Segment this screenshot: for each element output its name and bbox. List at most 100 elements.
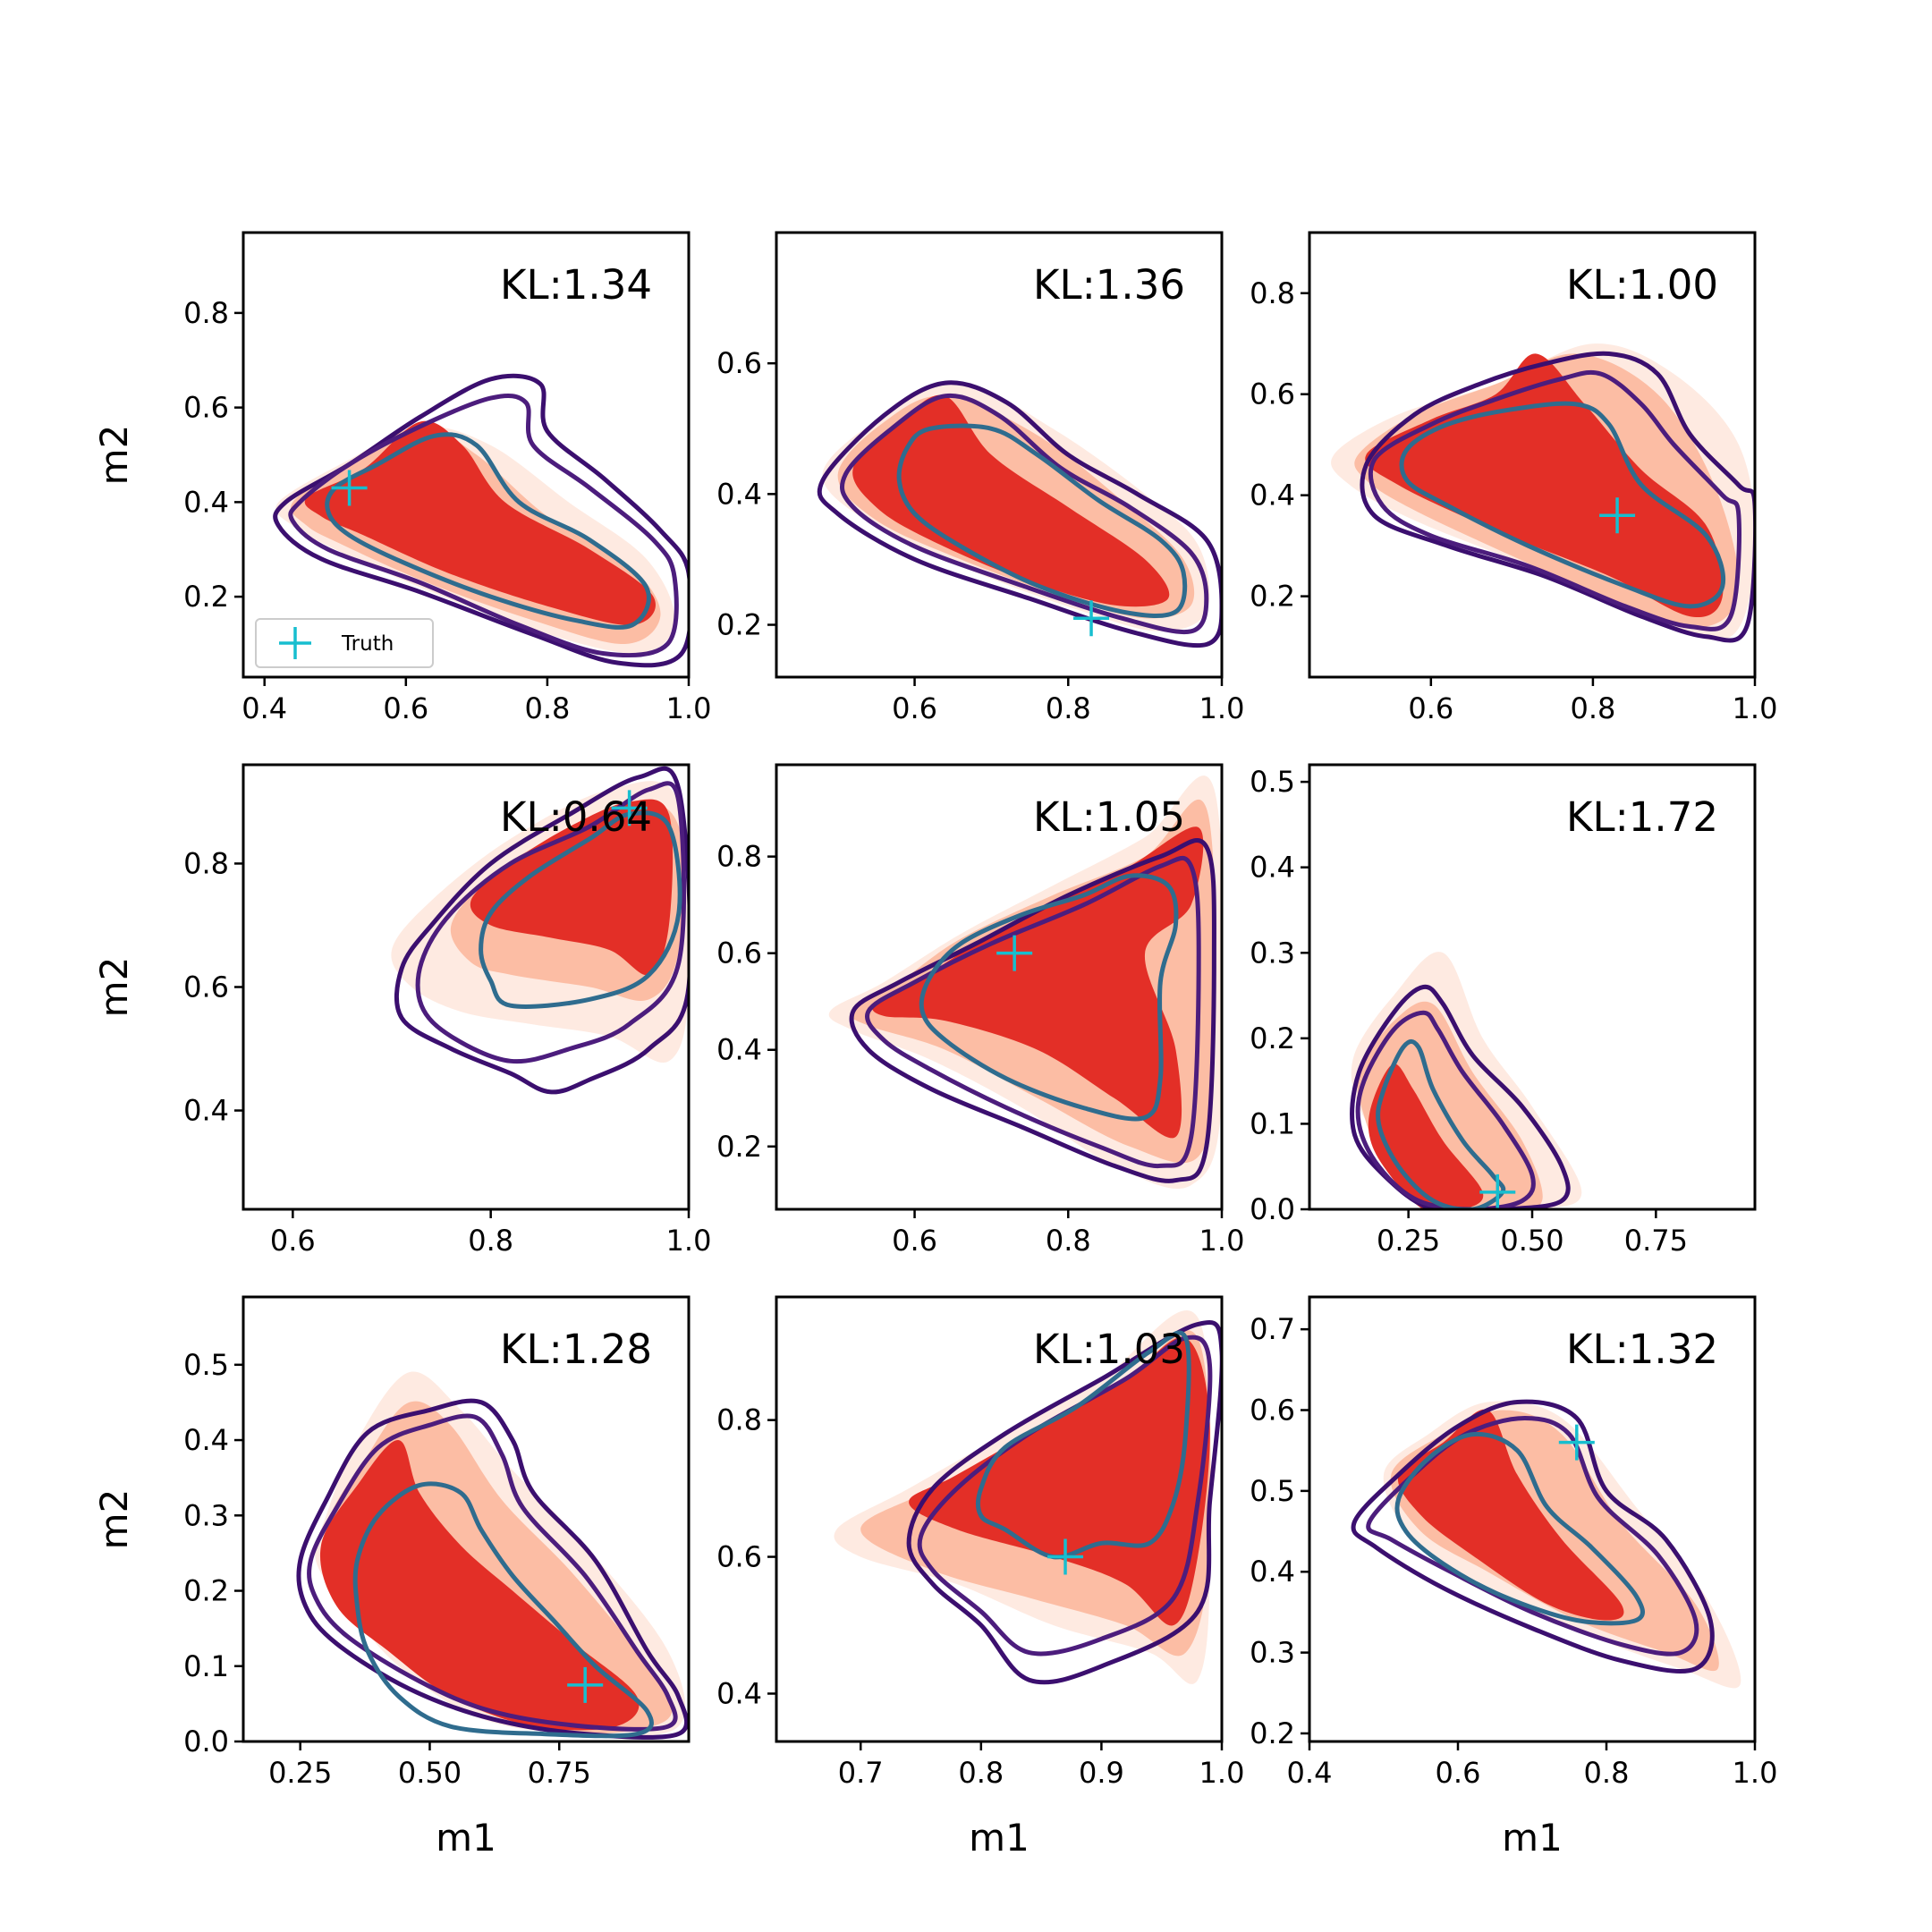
- x-tick-label: 0.8: [1046, 691, 1091, 725]
- y-tick-label: 0.2: [1250, 1021, 1295, 1055]
- contour-layer: [296, 1371, 689, 1740]
- y-tick-label: 0.4: [1250, 1555, 1295, 1589]
- y-tick-label: 0.5: [1250, 1474, 1295, 1508]
- x-tick-label: 0.75: [528, 1756, 591, 1790]
- truth-marker: [996, 935, 1033, 971]
- y-tick-label: 0.3: [183, 1498, 229, 1532]
- subplot-3: 0.6 0.8 1.0 0.2 0.4 0.6 0.8 KL:1.00: [1250, 231, 1777, 725]
- y-tick-label: 0.2: [1250, 580, 1295, 614]
- y-tick-label: 0.2: [716, 608, 762, 642]
- x-tick-label: 0.8: [1584, 1756, 1630, 1790]
- y-tick-label: 0.8: [183, 846, 229, 880]
- contour-layer: [273, 373, 689, 668]
- x-tick-label: 0.6: [1408, 691, 1453, 725]
- contour-line-outer: [273, 373, 689, 668]
- kl-annotation: KL:0.64: [500, 793, 652, 841]
- x-tick-label: 1.0: [666, 691, 712, 725]
- contour-line-mid: [839, 393, 1209, 635]
- y-tick-label: 0.0: [1250, 1192, 1295, 1226]
- x-tick-label: 0.4: [242, 691, 287, 725]
- x-tick-label: 0.8: [1570, 691, 1615, 725]
- y-tick-label: 0.6: [716, 1540, 762, 1574]
- y-tick-label: 0.4: [183, 1094, 229, 1128]
- density-fill-inner: [909, 1336, 1210, 1626]
- contour-line-inner: [479, 810, 682, 1009]
- y-tick-label: 0.4: [716, 477, 762, 511]
- x-tick-label: 1.0: [1199, 1224, 1245, 1258]
- x-tick-label: 0.6: [383, 691, 428, 725]
- y-tick-label: 0.3: [1250, 936, 1295, 970]
- y-tick-label: 0.4: [183, 1423, 229, 1457]
- y-tick-label: 0.3: [1250, 1636, 1295, 1670]
- x-axis-label: m1: [1502, 1816, 1563, 1860]
- contour-line-outer: [817, 380, 1222, 648]
- x-axis-label: m1: [969, 1816, 1030, 1860]
- subplot-9: 0.4 0.6 0.8 1.0 0.2 0.3 0.4 0.5 0.6 0.7 KL:1.32 m1: [1250, 1295, 1777, 1860]
- x-tick-label: 0.8: [958, 1756, 1004, 1790]
- subplot-6: 0.25 0.50 0.75 0.0 0.1 0.2 0.3 0.4 0.5 KL:1.72: [1250, 763, 1757, 1258]
- contour-line-mid: [415, 781, 687, 1064]
- legend-label: Truth: [341, 632, 394, 656]
- kl-annotation: KL:1.03: [1033, 1326, 1185, 1373]
- y-tick-label: 0.1: [1250, 1106, 1295, 1140]
- x-axis-label: m1: [436, 1816, 496, 1860]
- y-axis-label: m2: [92, 1489, 136, 1550]
- subplot-7: 0.25 0.50 0.75 0.0 0.1 0.2 0.3 0.4 0.5 KL:1.28 m2 m…: [92, 1295, 691, 1860]
- x-tick-label: 0.50: [398, 1756, 462, 1790]
- y-tick-label: 0.5: [183, 1348, 229, 1382]
- density-fill-inner: [1368, 1063, 1484, 1209]
- contour-line-outer: [906, 1320, 1222, 1685]
- density-fill-inner: [319, 1440, 640, 1731]
- truth-marker: [1047, 1538, 1084, 1575]
- x-tick-label: 0.6: [270, 1224, 316, 1258]
- contour-layer: [828, 775, 1222, 1189]
- contour-line-inner: [1376, 1038, 1506, 1209]
- y-tick-label: 0.8: [183, 296, 229, 330]
- x-tick-label: 0.8: [468, 1224, 513, 1258]
- axes-frame: [1308, 1295, 1757, 1743]
- truth-marker: [1073, 600, 1110, 637]
- axes-frame: [775, 1295, 1224, 1743]
- y-tick-label: 0.4: [1250, 851, 1295, 885]
- y-tick-label: 0.2: [1250, 1716, 1295, 1750]
- subplot-4: 0.6 0.8 1.0 0.4 0.6 0.8 KL:0.64 m2: [92, 763, 712, 1258]
- axes-frame: [775, 231, 1224, 679]
- contour-layer: [1351, 1399, 1741, 1689]
- y-tick-label: 0.6: [183, 970, 229, 1004]
- x-tick-label: 1.0: [666, 1224, 712, 1258]
- kl-annotation: KL:1.36: [1033, 261, 1185, 309]
- contour-line-outer: [1351, 1399, 1715, 1674]
- kl-annotation: KL:1.28: [500, 1326, 652, 1373]
- x-tick-label: 1.0: [1199, 1756, 1245, 1790]
- kl-annotation: KL:1.34: [500, 261, 652, 309]
- y-tick-label: 0.0: [183, 1724, 229, 1758]
- x-tick-label: 0.6: [1436, 1756, 1481, 1790]
- contour-line-mid: [865, 855, 1201, 1168]
- subplot-2: 0.6 0.8 1.0 0.2 0.4 0.6 KL:1.36: [716, 231, 1245, 725]
- x-tick-label: 1.0: [1199, 691, 1245, 725]
- contour-line-inner: [352, 1481, 654, 1739]
- x-tick-label: 0.25: [268, 1756, 332, 1790]
- truth-marker: [611, 790, 648, 826]
- x-tick-label: 0.50: [1500, 1224, 1563, 1258]
- legend-box: [255, 618, 434, 668]
- y-tick-label: 0.8: [1250, 276, 1295, 310]
- y-tick-label: 0.1: [183, 1649, 229, 1683]
- y-tick-label: 0.6: [183, 391, 229, 425]
- contour-line-mid: [1368, 369, 1741, 631]
- contour-line-mid: [288, 393, 679, 658]
- y-tick-label: 0.6: [1250, 1394, 1295, 1428]
- truth-marker: [1599, 497, 1636, 534]
- contour-line-outer: [296, 1398, 689, 1740]
- contour-line-mid: [1355, 1010, 1536, 1209]
- y-tick-label: 0.7: [1250, 1312, 1295, 1346]
- y-tick-label: 0.2: [716, 1130, 762, 1164]
- density-fill-inner: [470, 799, 674, 976]
- x-tick-label: 0.9: [1079, 1756, 1124, 1790]
- contour-layer: [391, 766, 689, 1095]
- contour-line-outer: [394, 766, 689, 1095]
- kl-annotation: KL:1.72: [1566, 793, 1718, 841]
- density-fill-inner: [852, 394, 1170, 607]
- y-tick-label: 0.8: [716, 840, 762, 874]
